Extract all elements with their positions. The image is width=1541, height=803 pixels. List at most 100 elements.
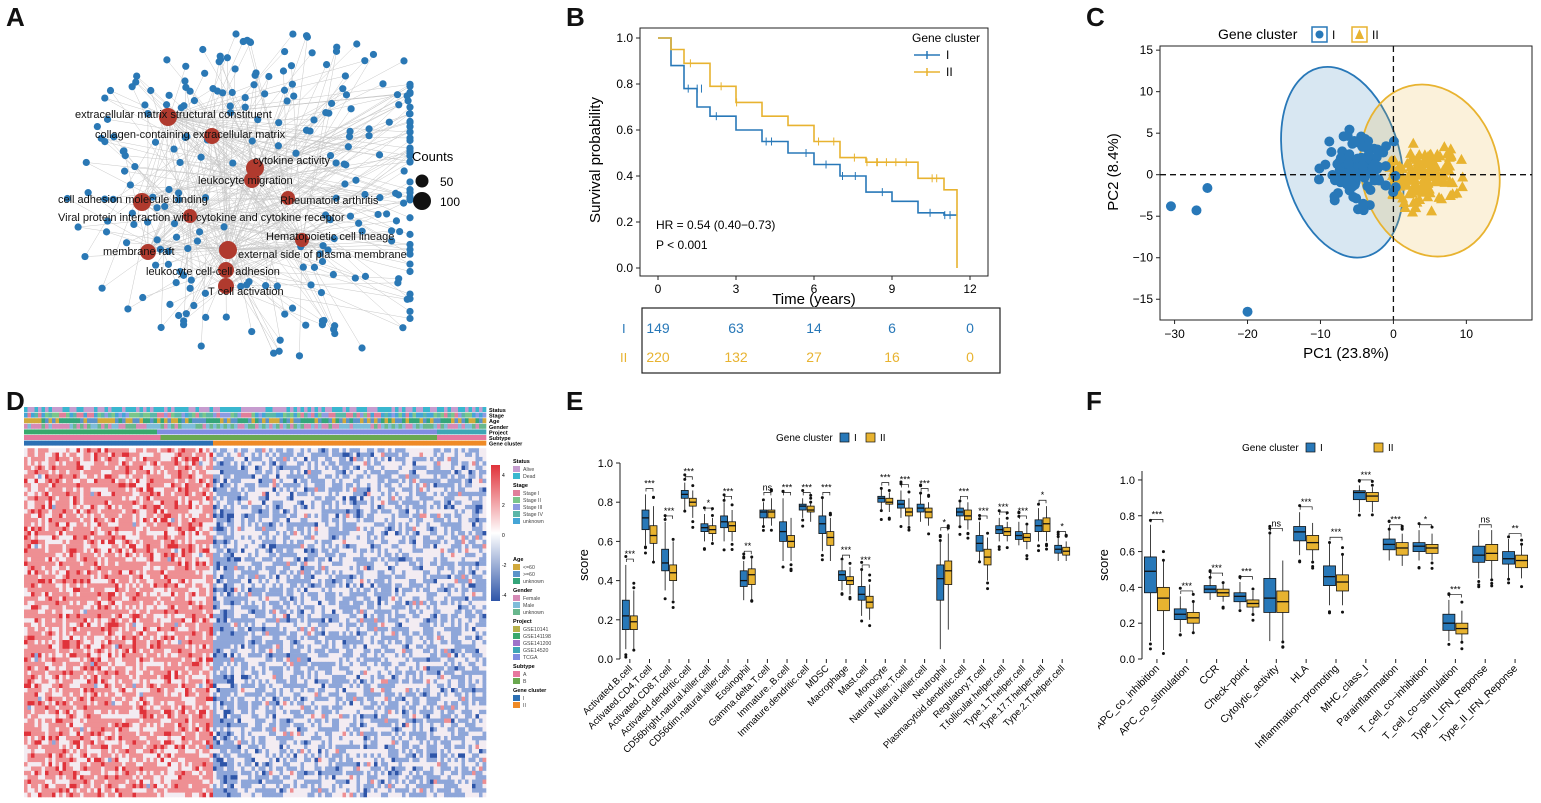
heatmap-cell [388,500,392,506]
network-edge [156,179,253,208]
heatmap-cell [139,539,144,545]
heatmap-cell [62,517,67,523]
heatmap-cell [220,535,224,541]
heatmap-cell [437,539,441,545]
heatmap-cell [227,470,231,475]
heatmap-cell [447,531,452,536]
heatmap-cell [293,535,298,541]
heatmap-cell [76,470,81,475]
annotation-cell [370,418,375,424]
heatmap-cell [363,544,368,549]
risk-table-count: 0 [966,320,974,336]
heatmap-cell [290,522,294,527]
term-label: extracellular matrix structural constitu… [75,109,272,121]
heatmap-cell [188,500,193,506]
heatmap-cell [167,522,172,527]
gene-node [387,227,396,235]
heatmap-cell [164,535,168,541]
heatmap-cell [339,491,343,497]
annotation-cell [482,435,487,440]
heatmap-cell [136,500,140,506]
heatmap-cell [388,496,392,501]
heatmap-cell [465,535,469,541]
heatmap-cell [139,474,144,480]
term-node [219,241,237,259]
heatmap-cell [38,531,42,536]
heatmap-cell [479,526,483,532]
heatmap-cell [311,465,315,471]
heatmap-cell [251,452,256,458]
annotation-cell [87,418,91,424]
heatmap-cell [444,526,448,532]
heatmap-cell [195,487,200,493]
heatmap-cell [94,452,98,458]
annotation-cell [206,435,210,440]
gene-node [274,142,282,150]
heatmap-cell [458,535,462,541]
annotation-cell [160,435,165,440]
heatmap-cell [416,452,420,458]
heatmap-cell [195,531,200,536]
heatmap-cell [300,531,305,536]
heatmap-cell [346,483,350,488]
heatmap-cell [272,465,277,471]
network-edge [141,201,198,242]
heatmap-cell [360,491,364,497]
heatmap-cell [62,470,67,475]
term-node [133,193,151,211]
annotation-cell [34,429,39,435]
heatmap-cell [69,513,74,519]
annotation-cell [283,412,287,418]
heatmap-cell [55,539,60,545]
heatmap-cell [153,474,158,480]
heatmap-cell [111,474,116,480]
heatmap-cell [307,509,312,514]
heatmap-cell [451,456,455,462]
heatmap-cell [272,448,277,453]
heatmap-cell [83,535,88,541]
heatmap-cell [339,513,343,519]
annotation-cell [444,440,448,446]
annotation-cell [52,440,56,446]
heatmap-cell [353,474,357,480]
heatmap-cell [461,539,466,545]
heatmap-cell [125,483,130,488]
heatmap-cell [31,517,35,523]
heatmap-cell [125,531,130,536]
heatmap-cell [188,539,193,545]
heatmap-cell [34,478,39,484]
heatmap-cell [391,478,396,484]
heatmap-cell [384,500,389,506]
annotation-cell [48,412,53,418]
heatmap-cell [94,531,98,536]
heatmap-cell [41,478,46,484]
heatmap-cell [451,504,455,510]
heatmap-cell [307,456,312,462]
heatmap-cell [87,522,91,527]
annotation-cell [356,429,361,435]
heatmap-cell [24,474,28,480]
gene-node [376,194,384,202]
heatmap-cell [440,509,445,514]
annotation-cell [206,407,210,412]
annotation-cell [458,429,462,435]
heatmap-cell [108,456,112,462]
network-edge [225,285,323,325]
heatmap-cell [132,526,137,532]
heatmap-cell [59,483,63,488]
gene-node [97,134,105,142]
annotation-cell [160,440,165,446]
heatmap-cell [321,513,326,519]
annotation-cell [150,440,154,446]
gene-node [329,270,337,279]
heatmap-cell [139,456,144,462]
gene-node [149,193,157,201]
heatmap-cell [325,517,329,523]
heatmap-cell [433,526,438,532]
heatmap-cell [342,517,347,523]
network-edge [225,95,408,271]
annotation-cell [34,440,39,446]
heatmap-cell [304,483,308,488]
heatmap-cell [356,509,361,514]
heatmap-cell [437,544,441,549]
